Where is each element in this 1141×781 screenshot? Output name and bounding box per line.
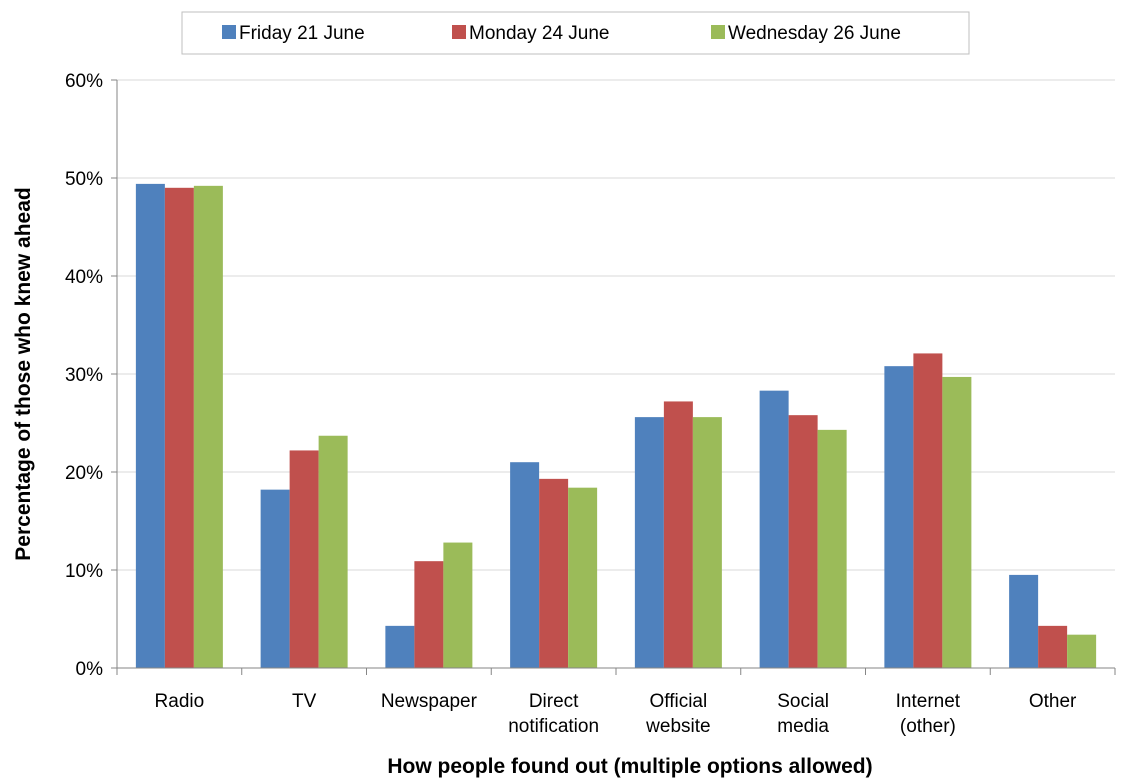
bar [817,429,847,668]
bar [318,435,348,668]
x-tick-label: (other) [900,716,956,737]
bar [942,376,972,668]
bar [539,478,569,668]
x-tick-label: Social [777,691,829,712]
x-tick-label: Radio [155,691,205,712]
x-tick-label: Official [650,691,708,712]
x-tick-label: media [777,716,829,737]
bar [443,542,473,668]
bar [634,417,664,668]
bar [414,561,444,668]
bar [385,625,415,668]
axes: 0% 10% 20% 30% 40% 50% 60% Radio TV Newspaper Dire… [65,71,1116,737]
bar [663,401,693,668]
x-tick-label: website [645,716,710,737]
bar [193,185,223,668]
y-tick-label: 20% [65,463,103,484]
bar [1067,634,1097,668]
bar [759,390,789,668]
legend-label: Friday 21 June [239,23,365,44]
bar [164,187,194,669]
bar [289,450,319,668]
bar [510,462,540,668]
y-tick-label: 30% [65,365,103,386]
legend: Friday 21 June Monday 24 June Wednesday 26… [181,11,970,55]
y-tick-label: 0% [76,659,104,680]
x-tick-label: Newspaper [381,691,478,712]
bar [568,487,598,668]
bar [913,353,943,668]
legend-swatch [452,25,466,39]
y-tick-label: 40% [65,267,103,288]
bars [135,183,1097,669]
x-tick-label: TV [292,691,317,712]
y-tick-label: 10% [65,561,103,582]
legend-label: Wednesday 26 June [728,23,901,44]
bar [1009,574,1039,668]
bar [692,417,722,668]
legend-label: Monday 24 June [469,23,610,44]
bar [788,415,818,668]
y-axis-title: Percentage of those who knew ahead [12,187,35,560]
x-tick-label: Internet [896,691,961,712]
x-tick-label: Direct [529,691,579,712]
y-tick-label: 50% [65,169,103,190]
y-tick-label: 60% [65,71,103,92]
x-tick-label: notification [508,716,599,737]
x-axis-title: How people found out (multiple options a… [387,755,872,778]
legend-swatch [222,25,236,39]
bar [135,183,165,668]
legend-box [181,11,970,55]
bar [260,489,290,668]
x-tick-label: Other [1029,691,1077,712]
bar [884,366,914,668]
legend-swatch [711,25,725,39]
bar [1038,625,1068,668]
